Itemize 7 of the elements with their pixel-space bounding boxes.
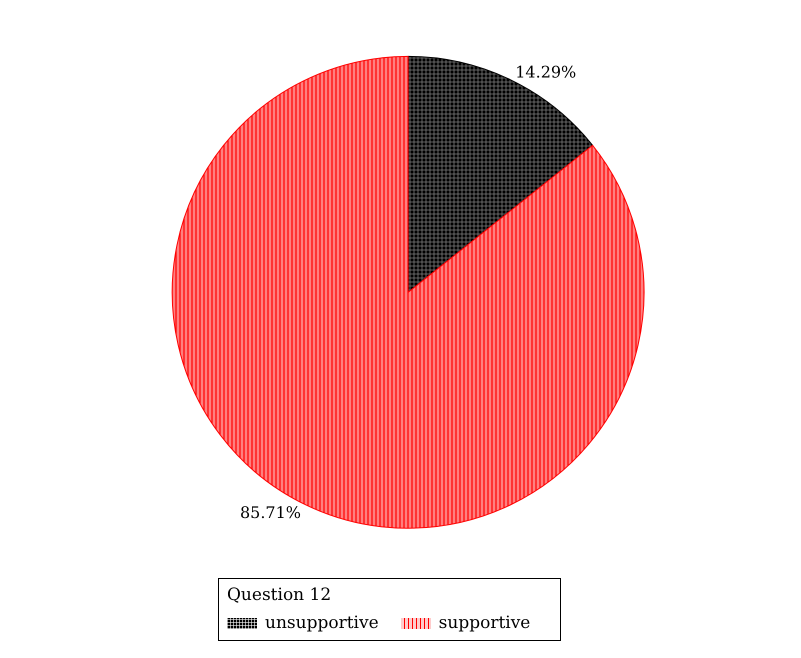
data-label: 85.71%: [240, 503, 301, 522]
legend-title: Question 12: [227, 585, 332, 605]
pie-slice: [172, 56, 644, 528]
legend-label: unsupportive: [265, 613, 379, 633]
legend-label: supportive: [438, 613, 530, 633]
data-label: 14.29%: [515, 62, 576, 82]
pie-slice: [408, 56, 594, 293]
